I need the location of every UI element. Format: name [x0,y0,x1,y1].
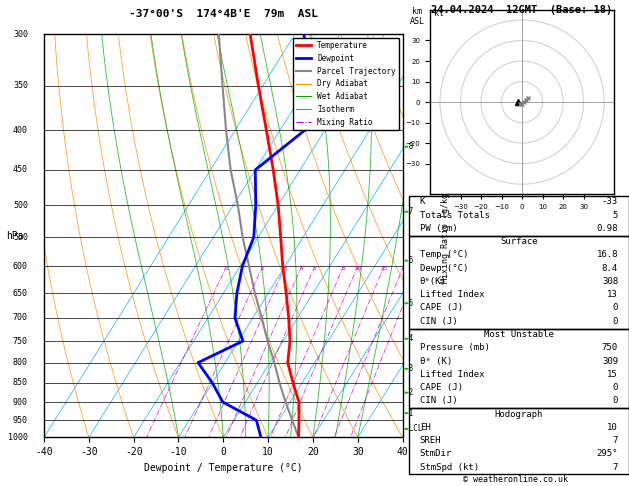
Bar [409,329,629,408]
Text: 800: 800 [13,358,28,367]
Text: Lifted Index: Lifted Index [420,370,484,379]
X-axis label: Dewpoint / Temperature (°C): Dewpoint / Temperature (°C) [144,463,303,473]
Text: -37°00'S  174°4B'E  79m  ASL: -37°00'S 174°4B'E 79m ASL [129,9,318,19]
Text: -5: -5 [404,299,414,308]
Text: 850: 850 [13,379,28,387]
Text: 3: 3 [283,266,287,271]
Text: -7: -7 [404,208,414,216]
Text: 5: 5 [313,266,317,271]
Text: 350: 350 [13,81,28,90]
Text: 7: 7 [613,436,618,445]
Text: 750: 750 [602,343,618,352]
Text: 8: 8 [342,266,345,271]
Text: K: K [420,197,425,207]
Text: 16.8: 16.8 [596,250,618,260]
Text: Most Unstable: Most Unstable [484,330,554,339]
Text: Hodograph: Hodograph [495,410,543,418]
Text: -8: -8 [404,142,414,151]
Text: 900: 900 [13,398,28,407]
Text: 650: 650 [13,289,28,297]
Text: hPa: hPa [6,231,24,241]
Text: 10: 10 [354,266,362,271]
Text: 4: 4 [300,266,304,271]
Text: Pressure (mb): Pressure (mb) [420,343,490,352]
Text: θᵉ(K): θᵉ(K) [420,277,447,286]
Text: 10: 10 [607,423,618,432]
Text: 308: 308 [602,277,618,286]
Text: Mixing Ratio (g/kg): Mixing Ratio (g/kg) [441,188,450,283]
Text: 8.4: 8.4 [602,263,618,273]
Text: © weatheronline.co.uk: © weatheronline.co.uk [464,474,568,484]
Text: 550: 550 [13,233,28,242]
Text: -2: -2 [404,388,414,397]
Text: Totals Totals: Totals Totals [420,210,490,220]
Text: -33: -33 [602,197,618,207]
Text: Dewp (°C): Dewp (°C) [420,263,468,273]
Text: 500: 500 [13,201,28,209]
Text: 15: 15 [607,370,618,379]
Text: StmDir: StmDir [420,450,452,458]
Text: -3: -3 [404,364,414,373]
Text: SREH: SREH [420,436,442,445]
Text: CAPE (J): CAPE (J) [420,383,463,392]
Text: 2: 2 [261,266,265,271]
Legend: Temperature, Dewpoint, Parcel Trajectory, Dry Adiabat, Wet Adiabat, Isotherm, Mi: Temperature, Dewpoint, Parcel Trajectory… [292,38,399,130]
Text: 400: 400 [13,126,28,135]
Text: 300: 300 [13,30,28,38]
Text: 15: 15 [381,266,388,271]
Text: 600: 600 [13,262,28,271]
Text: km
ASL: km ASL [409,6,425,26]
Text: 0: 0 [613,317,618,326]
Bar [409,236,629,329]
Text: 13: 13 [607,290,618,299]
Text: 295°: 295° [596,450,618,458]
Text: 0: 0 [613,303,618,312]
Bar [409,196,629,236]
Text: 950: 950 [13,416,28,425]
Text: 1000: 1000 [8,433,28,442]
Text: 0: 0 [613,383,618,392]
Text: -4: -4 [404,334,414,343]
Text: EH: EH [420,423,431,432]
Text: 7: 7 [613,463,618,472]
Text: CIN (J): CIN (J) [420,317,457,326]
Text: 0: 0 [613,397,618,405]
Text: 5: 5 [613,210,618,220]
Text: 700: 700 [13,313,28,322]
Text: -6: -6 [404,256,414,265]
Text: 0.98: 0.98 [596,224,618,233]
Text: CAPE (J): CAPE (J) [420,303,463,312]
Text: Surface: Surface [500,237,538,246]
Text: 24.04.2024  12GMT  (Base: 18): 24.04.2024 12GMT (Base: 18) [431,5,613,15]
Text: 309: 309 [602,357,618,365]
Text: 450: 450 [13,165,28,174]
Text: Temp (°C): Temp (°C) [420,250,468,260]
Text: -LCL: -LCL [404,424,423,434]
Text: Lifted Index: Lifted Index [420,290,484,299]
Text: -1: -1 [404,409,414,417]
Text: kt: kt [434,9,444,18]
Text: θᵉ (K): θᵉ (K) [420,357,452,365]
Text: 1: 1 [225,266,228,271]
Bar [409,408,629,474]
Text: CIN (J): CIN (J) [420,397,457,405]
Text: 750: 750 [13,336,28,346]
Text: StmSpd (kt): StmSpd (kt) [420,463,479,472]
Text: PW (cm): PW (cm) [420,224,457,233]
